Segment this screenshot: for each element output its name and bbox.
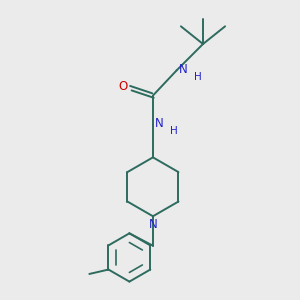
Text: H: H <box>170 126 178 136</box>
Text: N: N <box>178 62 188 76</box>
Text: N: N <box>155 117 164 130</box>
Text: O: O <box>119 80 128 93</box>
Text: N: N <box>148 218 157 231</box>
Text: H: H <box>194 72 202 82</box>
